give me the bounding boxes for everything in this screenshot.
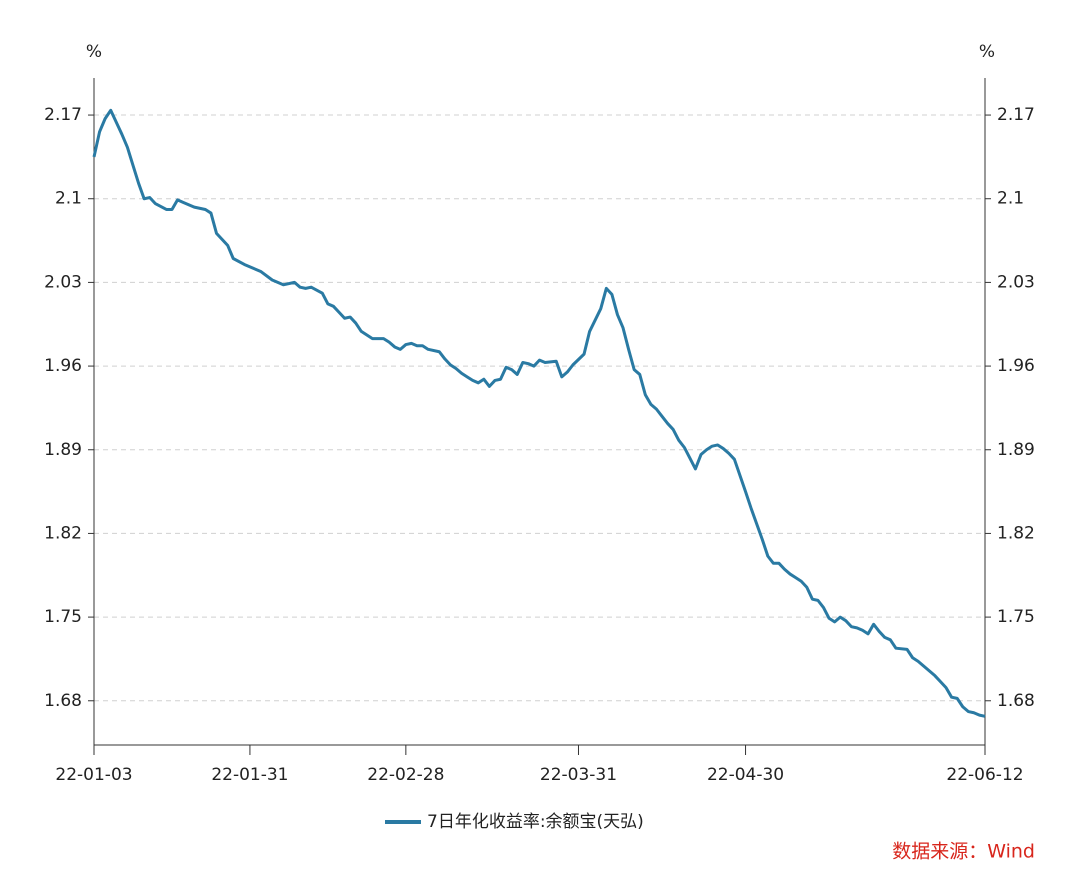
y-tick-label-left: 2.1 xyxy=(55,189,82,209)
y-unit-left: % xyxy=(86,42,102,62)
y-tick-label-left: 2.17 xyxy=(44,105,82,125)
legend-label: 7日年化收益率:余额宝(天弘) xyxy=(427,812,644,832)
y-tick-label-right: 1.96 xyxy=(997,356,1035,376)
y-tick-label-right: 1.75 xyxy=(997,607,1035,627)
y-tick-label-right: 1.82 xyxy=(997,523,1035,543)
y-tick-label-right: 2.17 xyxy=(997,105,1035,125)
y-tick-label-left: 1.82 xyxy=(44,523,82,543)
y-tick-label-left: 1.68 xyxy=(44,691,82,711)
y-tick-label-left: 1.96 xyxy=(44,356,82,376)
y-tick-label-right: 1.89 xyxy=(997,440,1035,460)
x-tick-label: 22-02-28 xyxy=(367,765,444,785)
source-note: 数据来源：Wind xyxy=(892,841,1035,863)
y-unit-right: % xyxy=(979,42,995,62)
y-tick-label-left: 1.89 xyxy=(44,440,82,460)
y-tick-label-right: 2.1 xyxy=(997,189,1024,209)
x-tick-label: 22-01-31 xyxy=(211,765,288,785)
x-tick-label: 22-06-12 xyxy=(946,765,1023,785)
data-line xyxy=(92,108,986,718)
x-tick-label: 22-04-30 xyxy=(707,765,784,785)
y-tick-label-left: 2.03 xyxy=(44,272,82,292)
y-tick-label-right: 1.68 xyxy=(997,691,1035,711)
y-tick-label-right: 2.03 xyxy=(997,272,1035,292)
y-tick-label-left: 1.75 xyxy=(44,607,82,627)
x-tick-label: 22-01-03 xyxy=(55,765,132,785)
x-tick-label: 22-03-31 xyxy=(540,765,617,785)
